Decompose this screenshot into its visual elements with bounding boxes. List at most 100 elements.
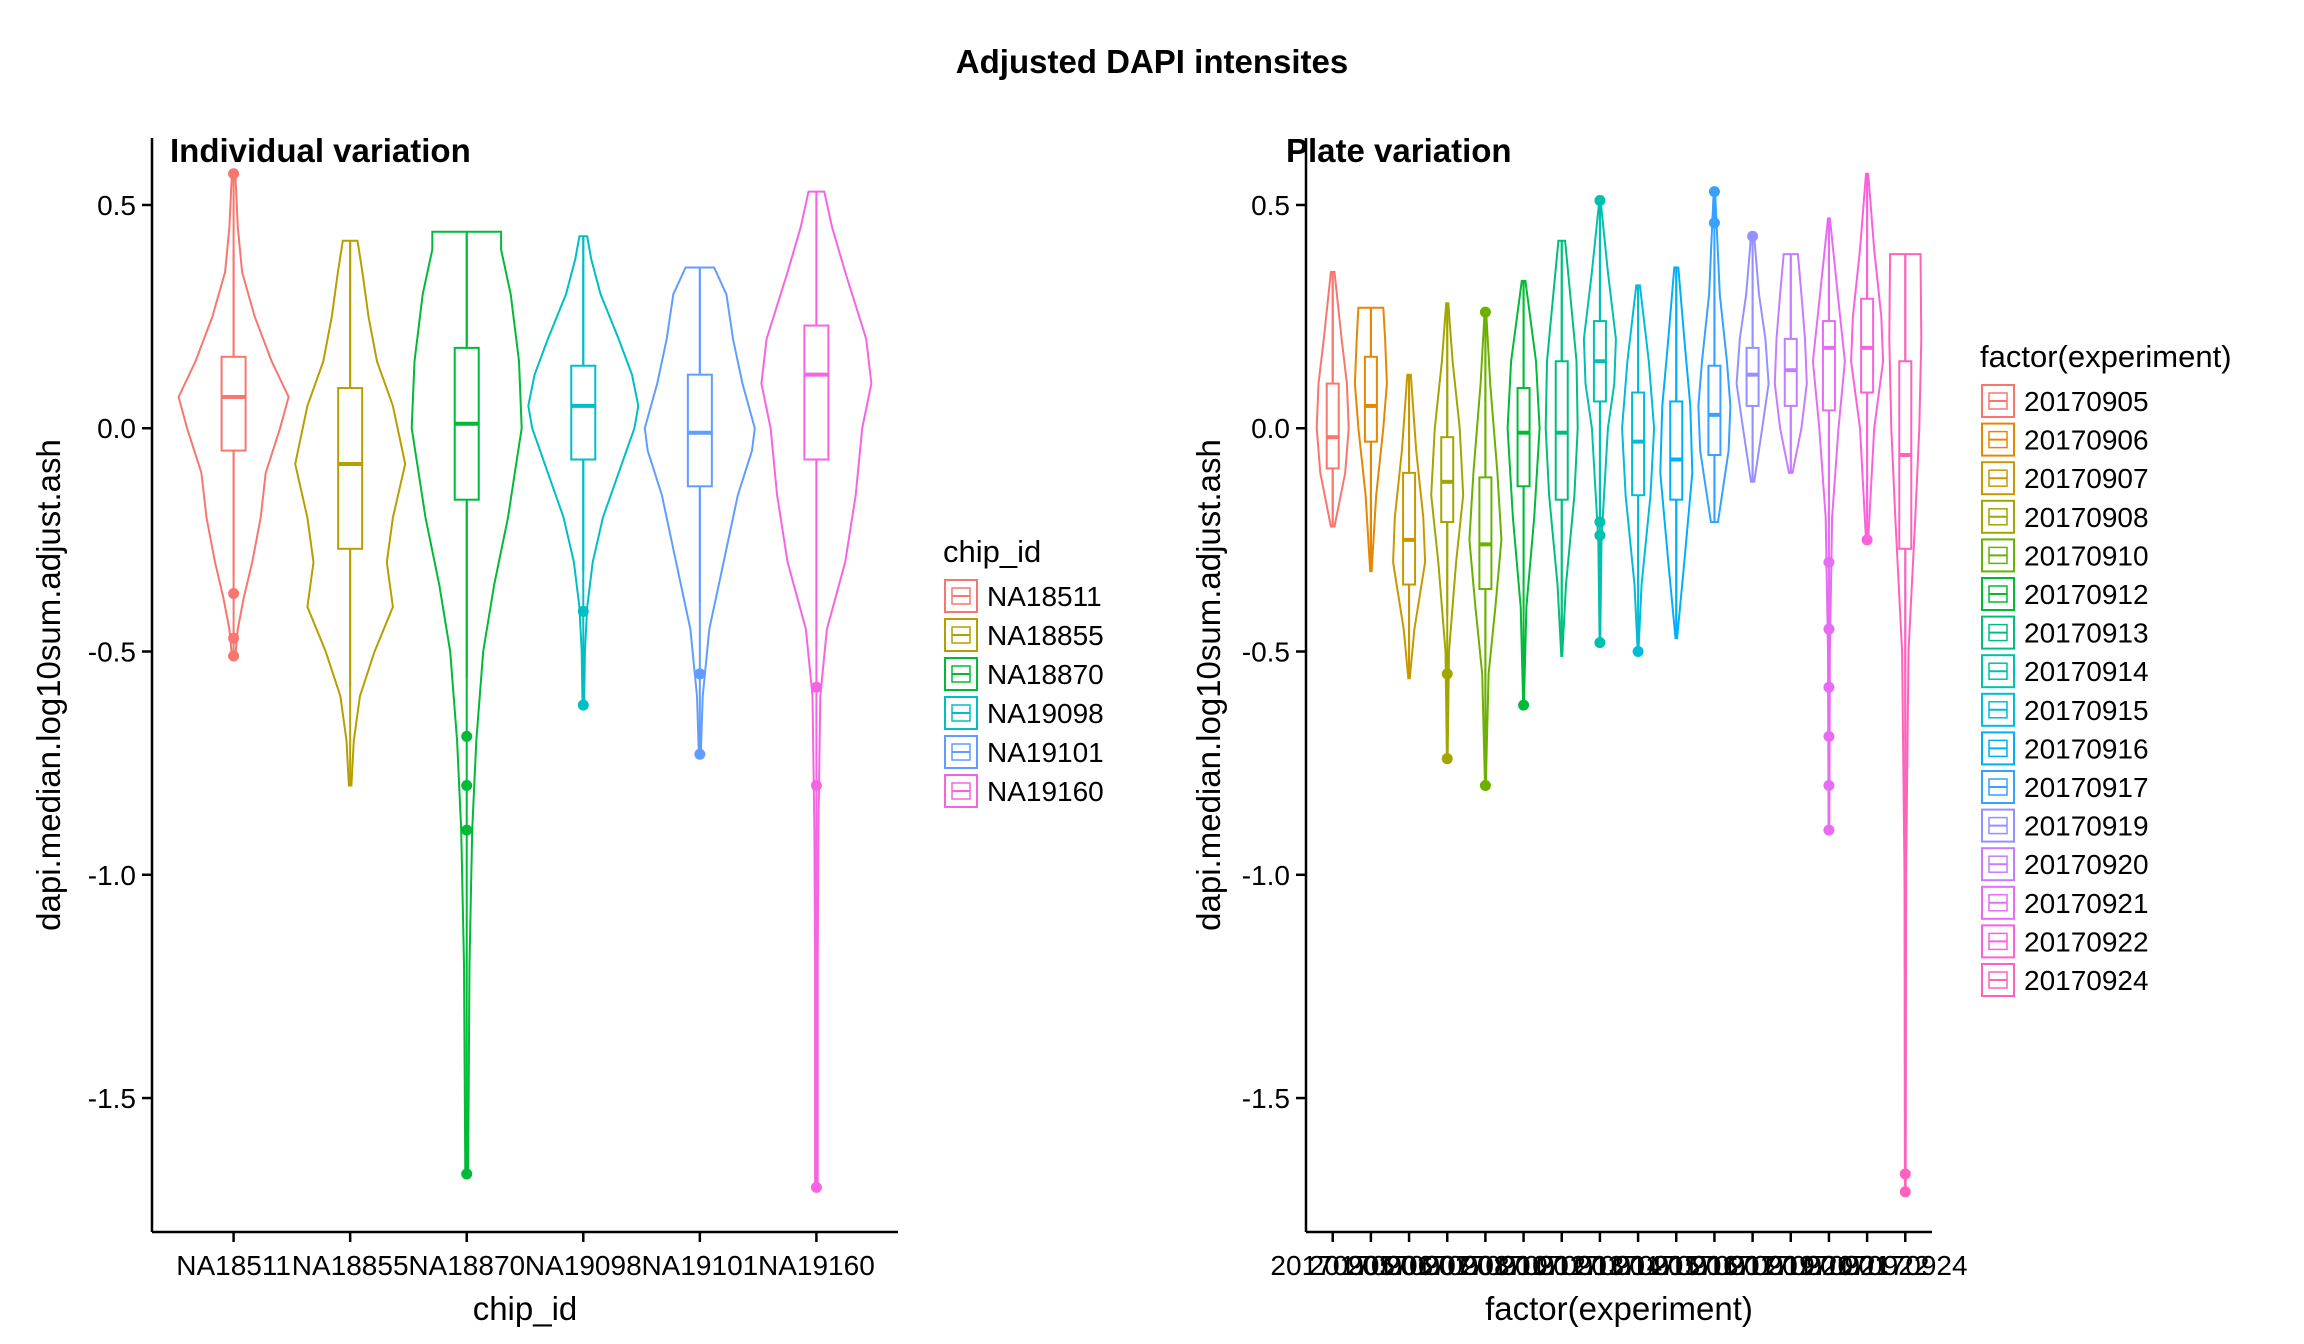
x-axis-title: chip_id — [473, 1290, 578, 1327]
outlier-point — [1823, 730, 1835, 742]
panel-title: Plate variation — [1286, 132, 1512, 169]
outlier-point — [1441, 753, 1453, 765]
legend-item: 20170906 — [1981, 422, 2149, 457]
legend-label: NA19101 — [987, 737, 1104, 768]
legend-label: 20170910 — [2024, 540, 2149, 571]
outlier-point — [1823, 556, 1835, 568]
y-tick-label: -0.5 — [1242, 637, 1290, 668]
outlier-point — [461, 779, 473, 791]
legend-label: 20170922 — [2024, 926, 2149, 957]
legend-title: chip_id — [943, 534, 1041, 569]
legend-item: NA19101 — [944, 735, 1104, 769]
violin-outline — [1353, 306, 1388, 573]
violin-group-20170919: 20170919 — [1690, 230, 1815, 1281]
panel-individual-variation: Individual variation 0.5 0.0 -0.5 -1.0 -1.5 ch… — [30, 132, 1104, 1327]
y-tick-label: -1.5 — [88, 1083, 136, 1114]
violin-outline — [1659, 266, 1694, 640]
x-tick-label: 20170906 — [1309, 1250, 1434, 1281]
box — [337, 387, 364, 550]
violin-group-NA18855: NA18855 — [292, 239, 409, 1281]
legend-key — [1981, 384, 2015, 418]
violin-group-20170917: 20170917 — [1652, 186, 1777, 1281]
violin-outline — [1850, 172, 1885, 541]
legend-label: 20170919 — [2024, 811, 2149, 842]
violin-group-20170907: 20170907 — [1347, 373, 1471, 1281]
outlier-point — [694, 668, 706, 680]
legend-label: 20170905 — [2024, 386, 2149, 417]
x-tick-label: 20170917 — [1652, 1250, 1777, 1281]
x-tick-label: NA18511 — [176, 1250, 291, 1281]
legend-item: 20170921 — [1981, 885, 2149, 920]
y-tick-label: -1.0 — [1242, 860, 1290, 891]
violin-group-20170915: 20170915 — [1576, 284, 1701, 1281]
box — [570, 364, 597, 461]
legend-key — [944, 579, 978, 613]
x-tick-label: NA19101 — [641, 1250, 758, 1281]
x-tick-label: 20170915 — [1576, 1250, 1701, 1281]
outlier-point — [1594, 195, 1606, 207]
outlier-point — [1899, 1168, 1911, 1180]
outlier-point — [461, 730, 473, 742]
violin-group-NA19101: NA19101 — [641, 266, 758, 1281]
violin-outline — [1888, 253, 1923, 1193]
outlier-point — [1823, 623, 1835, 635]
legend-label: 20170907 — [2024, 463, 2149, 494]
legend-key — [1981, 963, 2015, 997]
legend-item: 20170913 — [1981, 615, 2149, 650]
legend-item: 20170920 — [1981, 847, 2149, 882]
box — [1402, 471, 1417, 586]
legend-label: 20170908 — [2024, 502, 2149, 533]
figure-title: Adjusted DAPI intensites — [956, 43, 1348, 80]
y-tick-label: -1.0 — [88, 860, 136, 891]
legend-title: factor(experiment) — [1980, 339, 2232, 374]
violin-outline — [1506, 279, 1541, 707]
legend-label: NA18870 — [987, 659, 1104, 690]
violin-outline — [294, 239, 407, 787]
x-axis-title: factor(experiment) — [1485, 1290, 1753, 1327]
panel-title: Individual variation — [170, 132, 471, 169]
violin-outline — [1621, 284, 1656, 653]
legend-label: NA19160 — [987, 776, 1104, 807]
outlier-point — [1594, 637, 1606, 649]
legend-item: 20170907 — [1981, 461, 2149, 496]
x-tick-label: 20170916 — [1614, 1250, 1739, 1281]
legend-item: 20170916 — [1981, 731, 2149, 766]
box — [220, 355, 247, 452]
outlier-point — [1899, 1186, 1911, 1198]
box — [1860, 297, 1875, 394]
y-tick-label: 0.5 — [1251, 190, 1290, 221]
legend-label: 20170912 — [2024, 579, 2149, 610]
box — [1554, 360, 1569, 501]
outlier-point — [461, 1168, 473, 1180]
violin-group-20170906: 20170906 — [1309, 306, 1434, 1281]
outlier-point — [1823, 779, 1835, 791]
outlier-point — [1518, 699, 1530, 711]
legend-item: 20170922 — [1981, 924, 2149, 959]
outlier-point — [577, 605, 589, 617]
x-tick-label: NA19160 — [758, 1250, 875, 1281]
x-tick-label: 20170921 — [1767, 1250, 1892, 1281]
legend-label: 20170913 — [2024, 618, 2149, 649]
legend-item: 20170915 — [1981, 692, 2149, 727]
box — [1821, 320, 1836, 412]
legend-label: 20170915 — [2024, 695, 2149, 726]
outlier-point — [1594, 516, 1606, 528]
legend-item: 20170912 — [1981, 577, 2149, 611]
x-tick-label: 20170913 — [1499, 1250, 1624, 1281]
legend-label: NA19098 — [987, 698, 1104, 729]
outlier-point — [1823, 824, 1835, 836]
box — [1478, 476, 1493, 590]
legend-item: 20170917 — [1981, 770, 2149, 804]
box — [1516, 387, 1531, 488]
x-tick-label: NA18855 — [292, 1250, 409, 1281]
box — [1669, 400, 1684, 501]
violin-group-20170912: 20170912 — [1461, 279, 1586, 1281]
outlier-point — [1441, 668, 1453, 680]
legend-label: NA18855 — [987, 620, 1104, 651]
violin-group-20170920: 20170920 — [1728, 253, 1853, 1281]
box — [686, 373, 713, 488]
x-tick-label: 20170924 — [1843, 1250, 1968, 1281]
box — [1363, 355, 1378, 443]
violin-group-NA19098: NA19098 — [525, 235, 642, 1281]
violin-outline — [1544, 239, 1579, 657]
